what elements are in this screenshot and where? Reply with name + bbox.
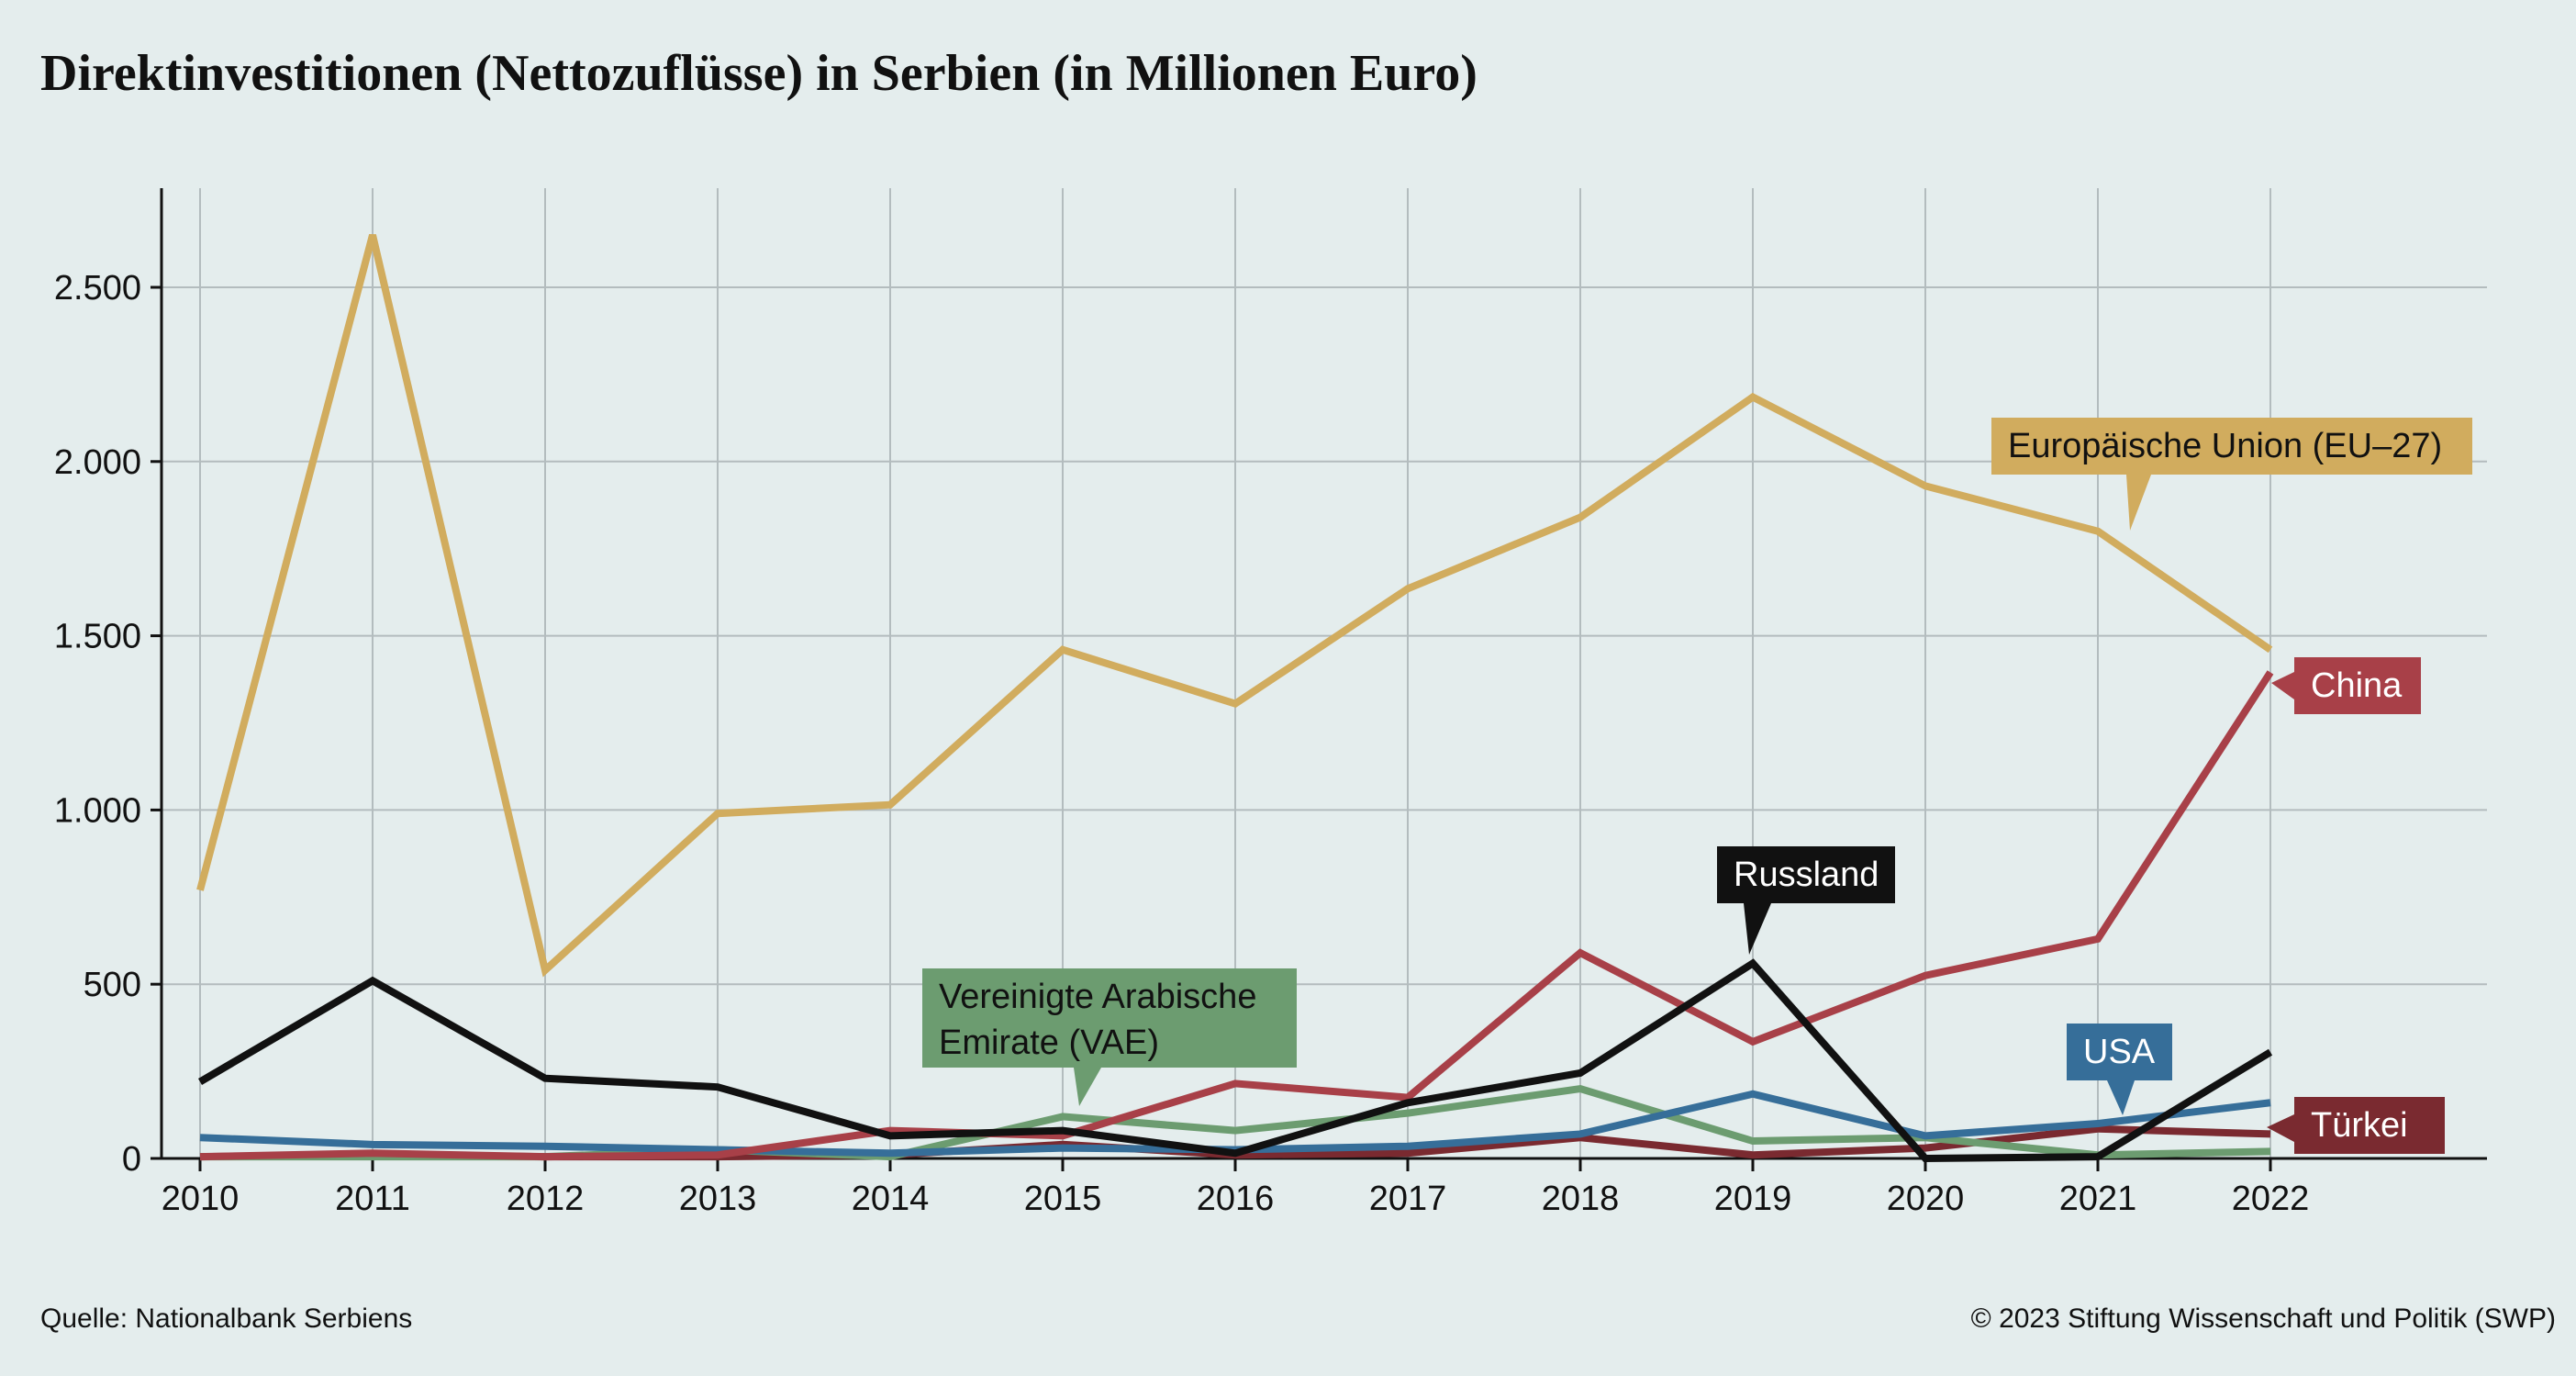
y-tick-label: 1.000 <box>54 791 141 830</box>
series-line <box>197 958 2273 1163</box>
x-tick-label: 2012 <box>507 1180 585 1218</box>
y-tick-label: 2.000 <box>54 443 141 482</box>
x-tick-label: 2021 <box>2059 1180 2137 1218</box>
label-text: Türkei <box>2311 1106 2408 1145</box>
label-pointer <box>1744 903 1771 955</box>
label-text: USA <box>2083 1033 2156 1071</box>
label-pointer <box>2267 1114 2294 1142</box>
y-tick-label: 0 <box>122 1140 141 1179</box>
x-tick-label: 2016 <box>1197 1180 1275 1218</box>
x-tick-label: 2020 <box>1887 1180 1965 1218</box>
series-label: Türkei <box>2267 1097 2445 1154</box>
y-tick-label: 500 <box>84 966 141 1004</box>
x-tick-label: 2011 <box>335 1180 410 1218</box>
series-label: USA <box>2067 1024 2172 1115</box>
series-label: Russland <box>1717 846 1895 955</box>
chart-title: Direktinvestitionen (Nettozuflüsse) in S… <box>40 45 1478 102</box>
series-label: Vereinigte Arabische Emirate (VAE) <box>922 968 1297 1106</box>
label-box <box>2294 1097 2445 1154</box>
label-pointer <box>2107 1080 2135 1115</box>
x-tick-label: 2017 <box>1369 1180 1447 1218</box>
series-label: Europäische Union (EU–27) <box>1991 418 2472 531</box>
y-tick-label: 1.500 <box>54 618 141 656</box>
x-tick-label: 2018 <box>1542 1180 1620 1218</box>
y-tick-label: 2.500 <box>54 269 141 308</box>
label-pointer <box>1074 1068 1101 1106</box>
x-tick-label: 2015 <box>1024 1180 1102 1218</box>
series-line <box>196 234 2273 978</box>
label-box <box>2067 1024 2172 1080</box>
source-note: Quelle: Nationalbank Serbiens <box>40 1303 413 1334</box>
grid-lines <box>162 188 2487 1158</box>
copyright-note: © 2023 Stiftung Wissenschaft und Politik… <box>1970 1303 2556 1334</box>
label-text: China <box>2311 666 2403 705</box>
label-text: Europäische Union (EU–27) <box>2008 427 2442 465</box>
label-text: Russland <box>1734 856 1879 894</box>
label-text: Emirate (VAE) <box>939 1024 1159 1062</box>
x-tick-label: 2022 <box>2232 1180 2310 1218</box>
series-line <box>199 670 2274 1161</box>
x-tick-label: 2019 <box>1714 1180 1792 1218</box>
series-lines <box>196 234 2274 1163</box>
x-tick-label: 2014 <box>852 1180 930 1218</box>
label-box <box>2294 657 2421 714</box>
label-box <box>922 968 1297 1068</box>
x-tick-label: 2013 <box>679 1180 757 1218</box>
label-box <box>1991 418 2472 475</box>
label-pointer <box>2126 475 2151 531</box>
label-pointer <box>2271 672 2294 699</box>
series-label: China <box>2271 657 2421 714</box>
x-tick-label: 2010 <box>162 1180 240 1218</box>
label-box <box>1717 846 1895 903</box>
series-labels: Europäische Union (EU–27) China Russland Ve… <box>922 418 2472 1154</box>
label-text: Vereinigte Arabische <box>939 978 1256 1016</box>
